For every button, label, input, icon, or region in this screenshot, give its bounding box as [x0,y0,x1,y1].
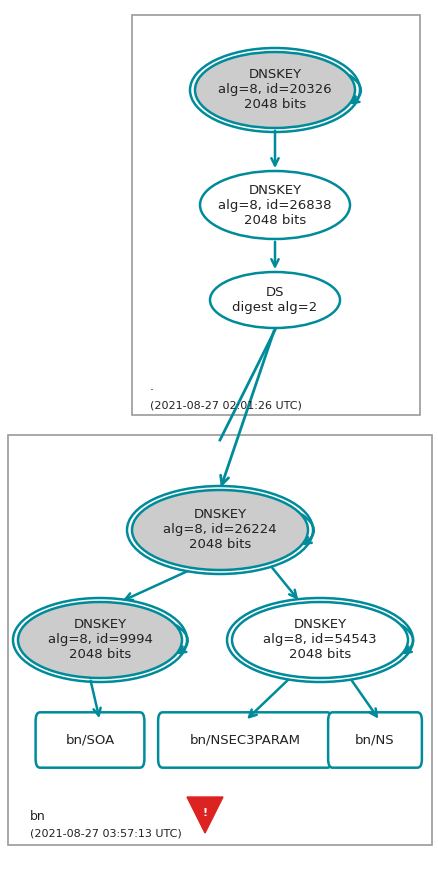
FancyBboxPatch shape [158,713,331,767]
Text: bn/SOA: bn/SOA [65,733,114,746]
Text: DNSKEY
alg=8, id=26838
2048 bits: DNSKEY alg=8, id=26838 2048 bits [218,183,331,227]
Text: bn: bn [30,810,46,823]
Text: (2021-08-27 03:57:13 UTC): (2021-08-27 03:57:13 UTC) [30,828,181,838]
FancyBboxPatch shape [35,713,144,767]
Text: bn/NS: bn/NS [354,733,394,746]
Ellipse shape [132,490,307,570]
Text: bn/NSEC3PARAM: bn/NSEC3PARAM [189,733,300,746]
Ellipse shape [200,171,349,239]
Text: DNSKEY
alg=8, id=20326
2048 bits: DNSKEY alg=8, id=20326 2048 bits [218,69,331,111]
Text: !: ! [202,808,207,819]
Ellipse shape [209,272,339,328]
Ellipse shape [18,602,182,678]
Text: DS
digest alg=2: DS digest alg=2 [232,286,317,314]
Ellipse shape [231,602,407,678]
Text: .: . [150,380,154,393]
Polygon shape [187,797,223,833]
Text: DNSKEY
alg=8, id=54543
2048 bits: DNSKEY alg=8, id=54543 2048 bits [263,619,376,661]
Text: (2021-08-27 02:01:26 UTC): (2021-08-27 02:01:26 UTC) [150,400,301,410]
Text: DNSKEY
alg=8, id=9994
2048 bits: DNSKEY alg=8, id=9994 2048 bits [47,619,152,661]
Ellipse shape [194,52,354,128]
Text: DNSKEY
alg=8, id=26224
2048 bits: DNSKEY alg=8, id=26224 2048 bits [163,508,276,552]
FancyBboxPatch shape [327,713,421,767]
